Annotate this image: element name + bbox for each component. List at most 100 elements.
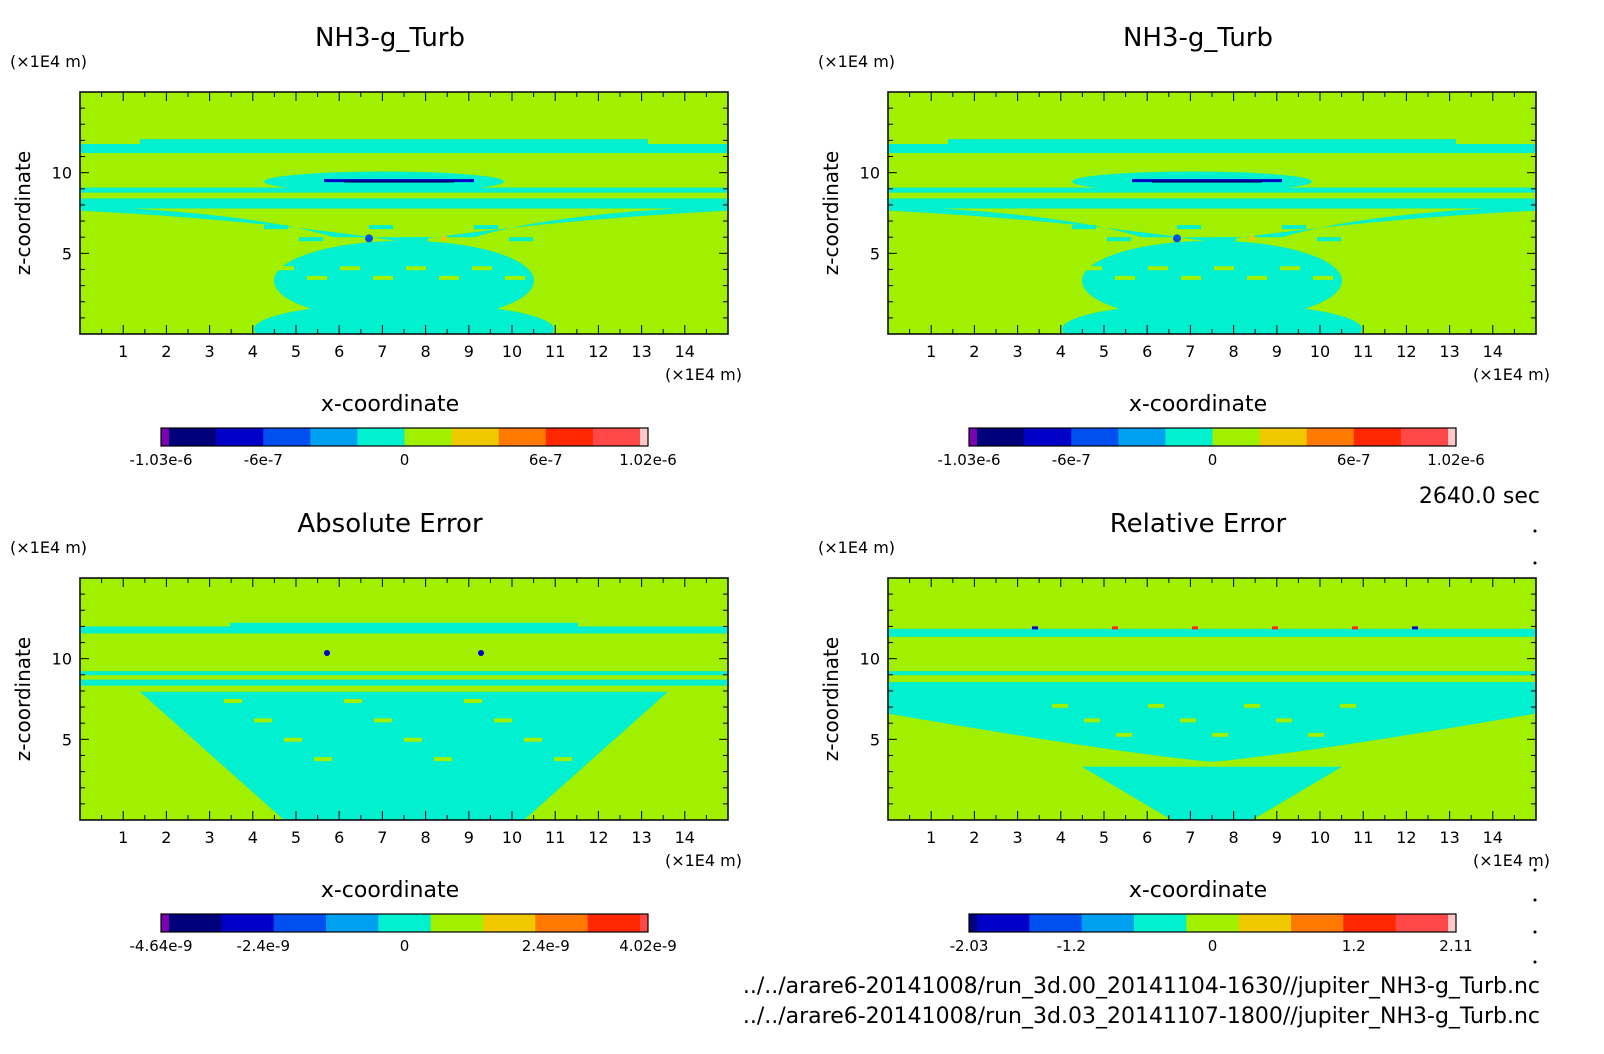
y-unit-label: (×1E4 m) [10, 538, 87, 557]
x-tick-label: 7 [1185, 828, 1195, 847]
x-tick-label: 8 [1229, 828, 1239, 847]
contour-stripe [524, 737, 542, 742]
colorbar-swatch [161, 428, 170, 446]
contour-band [80, 679, 728, 686]
contour-stripe [1212, 237, 1236, 242]
colorbar-swatch [357, 428, 405, 446]
file-path-2: ../../arare6-20141008/run_3d.03_20141107… [743, 1004, 1540, 1029]
contour-spot [1032, 626, 1038, 630]
contour-band [80, 144, 728, 154]
contour-wedge [888, 694, 1536, 762]
x-tick-label: 2 [161, 342, 171, 361]
x-tick-label: 1 [926, 342, 936, 361]
contour-stripe [464, 699, 482, 703]
contour-wing [80, 205, 728, 243]
contour-spot [441, 235, 447, 242]
contour-stripe [404, 237, 428, 242]
contour-stripe [274, 266, 294, 271]
contour-band [80, 626, 728, 634]
colorbar-label: -6e-7 [244, 451, 283, 469]
contour-stripe [284, 737, 302, 742]
colorbar-frame [968, 913, 1457, 933]
contour-band [140, 139, 648, 145]
colorbar-swatch [1353, 428, 1402, 446]
contour-stripe [1313, 275, 1333, 280]
colorbar-swatch [535, 914, 589, 932]
contour-stripe [1052, 703, 1068, 708]
x-tick-label: 6 [1142, 828, 1152, 847]
contour-plume [254, 303, 554, 334]
colorbar-swatch [592, 428, 641, 446]
colorbar-swatch [1259, 428, 1308, 446]
contour-field [888, 139, 1536, 334]
contour-stripe [406, 266, 426, 271]
axis-ticks [888, 578, 1536, 820]
colorbar-swatch [1212, 428, 1261, 446]
x-tick-label: 10 [1310, 828, 1330, 847]
contour-spot [1412, 626, 1418, 630]
colorbar-swatch [498, 428, 547, 446]
colorbar-swatch [1024, 428, 1072, 446]
contour-field [80, 622, 728, 820]
colorbar-swatch [587, 914, 641, 932]
colorbar-label: 1.2 [1342, 937, 1366, 955]
x-tick-label: 8 [421, 342, 431, 361]
x-unit-label: (×1E4 m) [665, 851, 742, 870]
colorbar-swatch [169, 428, 217, 446]
chart-title: NH3-g_Turb [1123, 23, 1273, 53]
x-tick-label: 1 [926, 828, 936, 847]
colorbar-label: 6e-7 [529, 451, 563, 469]
contour-band [888, 198, 1536, 209]
x-unit-label: (×1E4 m) [1473, 851, 1550, 870]
contour-stripe [1276, 718, 1292, 723]
contour-stripe [374, 718, 392, 723]
colorbar-label: 1.02e-6 [619, 451, 677, 469]
x-tick-label: 2 [161, 828, 171, 847]
contour-spot [1112, 626, 1118, 630]
contour-core [344, 180, 454, 183]
y-unit-label: (×1E4 m) [10, 52, 87, 71]
colorbar-label: 6e-7 [1337, 451, 1371, 469]
colorbar-swatch [310, 428, 358, 446]
x-tick-label: 4 [248, 828, 258, 847]
colorbar: -1.03e-6 -6e-7 0 6e-7 1.02e-6 [938, 427, 1485, 469]
contour-stripe [472, 266, 492, 271]
colorbar-swatch [1448, 914, 1457, 932]
contour-stripe [1107, 237, 1131, 242]
y-axis-label: z-coordinate [11, 151, 35, 275]
contour-core [1152, 180, 1262, 183]
colorbar-swatch [483, 914, 536, 932]
contour-stripe [1181, 275, 1201, 280]
x-tick-label: 3 [205, 342, 215, 361]
y-tick-label: 5 [870, 244, 880, 263]
colorbar-label: 0 [400, 451, 410, 469]
chart-panel-4: Relative Error(×1E4 m)1 2 3 4 5 6 7 8 9 10 11 12 13 1… [818, 509, 1550, 955]
colorbar-label: 2.4e-9 [522, 937, 570, 955]
x-tick-label: 6 [1142, 342, 1152, 361]
contour-stripe [299, 237, 323, 242]
contour-plume [274, 240, 534, 321]
x-tick-label: 5 [291, 342, 301, 361]
colorbar-swatch [404, 428, 453, 446]
contour-band [888, 628, 1536, 637]
contour-stripe [314, 757, 332, 762]
contour-stripe [1180, 718, 1196, 723]
colorbar-swatch [640, 428, 649, 446]
x-tick-label: 5 [1099, 828, 1109, 847]
x-tick-label: 11 [545, 828, 565, 847]
time-label: 2640.0 sec [1419, 484, 1540, 509]
chart-title: NH3-g_Turb [315, 23, 465, 53]
colorbar-swatch [969, 914, 978, 932]
contour-stripe [494, 718, 512, 723]
x-tick-label: 12 [1396, 342, 1416, 361]
colorbar: -4.64e-9 -2.4e-9 0 2.4e-9 4.02e-9 [130, 913, 677, 955]
contour-plume [1062, 303, 1362, 334]
colorbar-swatch [1134, 914, 1187, 932]
chart-title: Relative Error [1110, 509, 1287, 539]
y-tick-label: 5 [62, 244, 72, 263]
colorbar-swatch [1081, 914, 1135, 932]
contour-stripe [340, 266, 360, 271]
contour-stripe [1282, 225, 1306, 230]
contour-stripe [373, 275, 393, 280]
contour-band [80, 198, 728, 209]
